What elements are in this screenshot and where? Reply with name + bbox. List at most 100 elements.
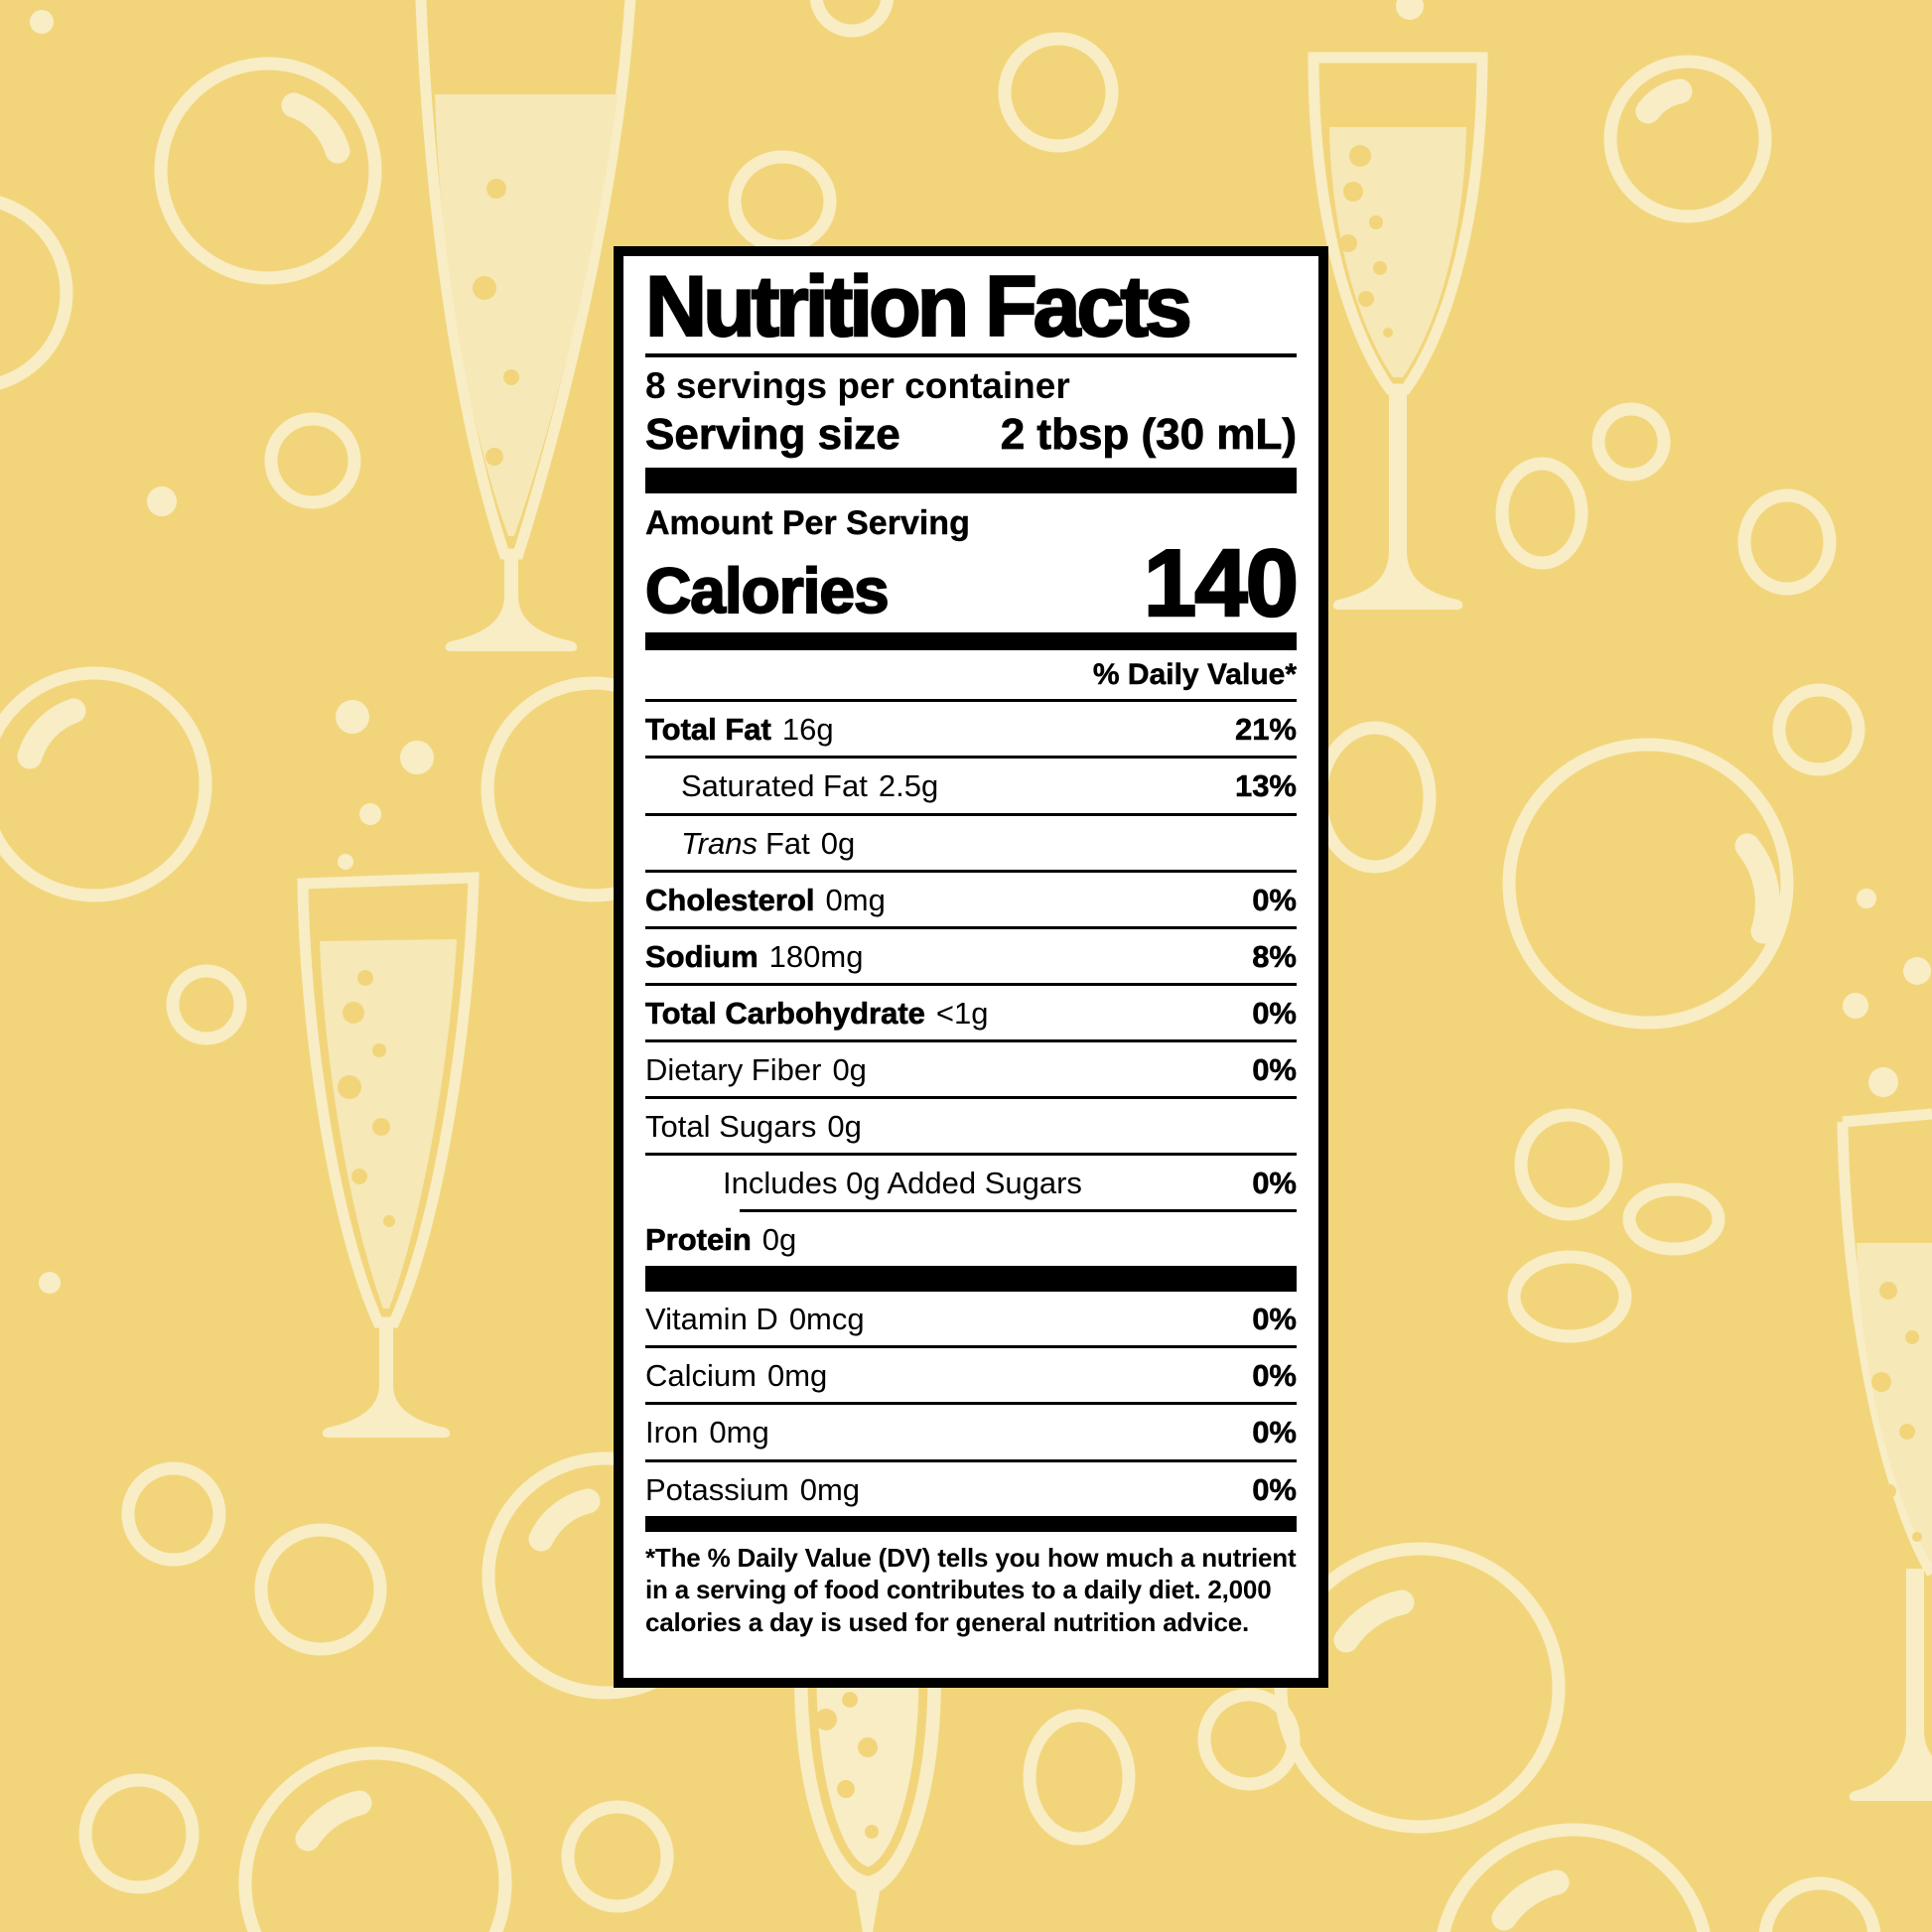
nutrition-facts-label: Nutrition Facts 8 servings per container… <box>614 246 1328 1688</box>
nutrient-name: Trans Fat 0g <box>681 825 856 861</box>
bubble-icon <box>998 32 1119 153</box>
divider <box>645 1096 1297 1100</box>
micronutrient-row: Iron 0mg 0% <box>645 1405 1297 1458</box>
serving-size-value: 2 tbsp (30 mL) <box>1000 409 1297 460</box>
bubble-icon <box>1603 55 1772 223</box>
bubble-highlights <box>17 78 1780 1931</box>
nutrient-dv: 0% <box>1252 1051 1297 1087</box>
bubble-icon <box>1772 683 1865 776</box>
nutrient-name: Vitamin D 0mcg <box>645 1302 865 1337</box>
amount-per-serving: Amount Per Serving <box>645 504 970 543</box>
bubble-icon <box>121 1461 226 1567</box>
bubble-icon <box>1737 488 1837 596</box>
divider <box>740 1209 1297 1213</box>
nutrient-name: Total Sugars 0g <box>645 1109 862 1145</box>
bubble-icon <box>1507 1250 1632 1343</box>
champagne-flute-icon <box>415 0 636 651</box>
nutrient-name: Total Fat 16g <box>645 712 834 748</box>
nutrient-row: Trans Fat 0g <box>645 816 1297 870</box>
nutrient-name: Calcium 0mg <box>645 1358 828 1394</box>
nutrient-dv: 0% <box>1252 1415 1297 1450</box>
bubble-icon <box>154 57 382 285</box>
bubble-icon <box>238 1746 512 1932</box>
nutrient-name: Cholesterol 0mg <box>645 882 886 917</box>
divider <box>645 812 1297 816</box>
micronutrient-row: Vitamin D 0mcg 0% <box>645 1292 1297 1345</box>
nutrient-dv: 0% <box>1252 882 1297 917</box>
bubble-icon <box>254 1523 387 1656</box>
bubble-icon <box>561 1800 674 1913</box>
daily-value-header: % Daily Value* <box>1092 658 1298 692</box>
bubble-icon <box>0 196 73 390</box>
serving-size-label: Serving size <box>645 409 901 460</box>
nutrient-name: Potassium 0mg <box>645 1471 861 1507</box>
nutrient-row: Dietary Fiber 0g 0% <box>645 1042 1297 1096</box>
nutrient-name: Iron 0mg <box>645 1415 769 1450</box>
divider <box>645 699 1297 703</box>
divider <box>645 869 1297 873</box>
bubble-icon <box>1437 1823 1711 1932</box>
bubble-icon <box>1495 457 1588 570</box>
bubble-icon <box>809 0 895 38</box>
bubble-icon <box>1622 1182 1725 1256</box>
champagne-flute-icon <box>297 872 480 1438</box>
divider <box>645 925 1297 929</box>
thick-bar <box>645 468 1297 494</box>
bubble-icon <box>728 150 837 253</box>
divider <box>645 756 1297 759</box>
bubble-icon <box>1758 1876 1881 1932</box>
thick-bar <box>645 1266 1297 1293</box>
divider <box>645 1038 1297 1042</box>
nutrient-name: Protein 0g <box>645 1222 797 1258</box>
calories-value: 140 <box>1143 529 1301 636</box>
nutrient-name: Dietary Fiber 0g <box>645 1051 867 1087</box>
divider <box>645 353 1297 358</box>
bubble-icon <box>78 1773 200 1894</box>
bubble-icon <box>1197 1688 1301 1791</box>
divider <box>645 1345 1297 1349</box>
calories-row: Calories 140 <box>644 529 1301 636</box>
thick-bar <box>645 1515 1297 1532</box>
nutrient-row: Sodium 180mg 8% <box>645 929 1298 983</box>
bubble-icon <box>1502 738 1794 1030</box>
nutrient-row: Includes 0g Added Sugars 0% <box>645 1156 1297 1209</box>
nutrient-dv: 0% <box>1252 1302 1297 1337</box>
nutrient-dv: 0% <box>1252 1358 1297 1394</box>
micronutrient-row: Potassium 0mg 0% <box>645 1462 1297 1516</box>
floating-bubble-dots <box>30 0 1931 1294</box>
bubble-icon <box>0 666 212 902</box>
nutrient-name: Saturated Fat 2.5g <box>681 768 939 804</box>
nutrient-row: Saturated Fat 2.5g 13% <box>645 759 1297 812</box>
champagne-flute-icon <box>794 1677 941 1932</box>
servings-per-container: 8 servings per container <box>645 365 1070 407</box>
bubble-icon <box>1313 721 1437 874</box>
bubble-icon <box>166 964 247 1045</box>
nutrient-row: Total Fat 16g 21% <box>645 702 1298 756</box>
bubble-icon <box>1023 1709 1136 1846</box>
divider <box>645 1153 1297 1157</box>
thick-bar <box>645 632 1297 651</box>
nutrient-row: Total Carbohydrate <1g 0% <box>645 986 1298 1039</box>
divider <box>645 1402 1297 1406</box>
nutrient-dv: 13% <box>1234 768 1298 804</box>
nutrient-dv: 0% <box>1252 995 1297 1031</box>
nutrient-dv: 8% <box>1252 938 1297 974</box>
label-title: Nutrition Facts <box>644 259 1193 354</box>
bubble-rings <box>0 0 1881 1932</box>
nutrient-name: Total Carbohydrate <1g <box>645 995 989 1031</box>
calories-label: Calories <box>644 555 891 627</box>
nutrient-name: Sodium 180mg <box>645 938 864 974</box>
champagne-flute-icon <box>1308 52 1488 610</box>
bubble-icon <box>264 412 361 509</box>
nutrient-dv: 21% <box>1234 712 1298 748</box>
nutrient-dv: 0% <box>1252 1471 1297 1507</box>
nutrient-dv: 0% <box>1252 1166 1297 1201</box>
bubble-icon <box>1591 402 1671 482</box>
bubble-icon <box>1274 1542 1566 1834</box>
nutrient-row: Protein 0g <box>645 1212 1297 1266</box>
micronutrient-row: Calcium 0mg 0% <box>645 1348 1297 1402</box>
divider <box>645 982 1297 986</box>
daily-value-footnote: *The % Daily Value (DV) tells you how mu… <box>645 1542 1297 1638</box>
